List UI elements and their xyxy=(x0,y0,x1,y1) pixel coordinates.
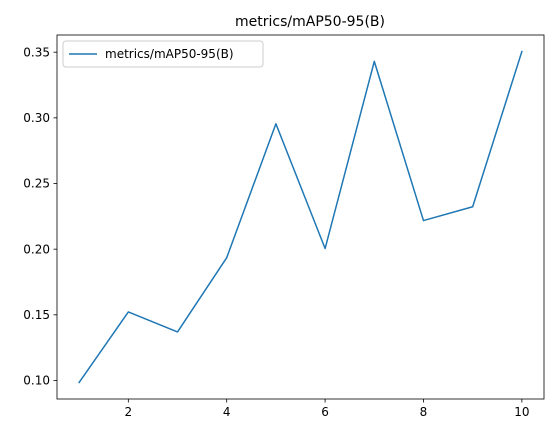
x-tick-label: 10 xyxy=(514,405,529,419)
series-line xyxy=(78,50,523,384)
x-tick-label: 4 xyxy=(223,405,231,419)
x-tick-label: 8 xyxy=(420,405,428,419)
legend-label: metrics/mAP50-95(B) xyxy=(105,47,234,61)
legend-box xyxy=(62,40,264,68)
x-tick-label: 6 xyxy=(321,405,329,419)
chart-title: metrics/mAP50-95(B) xyxy=(235,14,385,30)
y-tick-label: 0.30 xyxy=(23,111,50,125)
y-tick-label: 0.15 xyxy=(23,308,50,322)
plot-area: 2 4 6 8 10 0.10 0.15 0.20 0.25 0.30 0.35 metrics/mA… xyxy=(23,34,545,419)
y-tick-label: 0.35 xyxy=(23,45,50,59)
legend: metrics/mAP50-95(B) xyxy=(62,40,264,68)
axes-frame xyxy=(56,34,545,400)
y-tick-label: 0.25 xyxy=(23,177,50,191)
y-tick-label: 0.10 xyxy=(23,374,50,388)
x-tick-label: 2 xyxy=(125,405,133,419)
y-tick-label: 0.20 xyxy=(23,242,50,256)
